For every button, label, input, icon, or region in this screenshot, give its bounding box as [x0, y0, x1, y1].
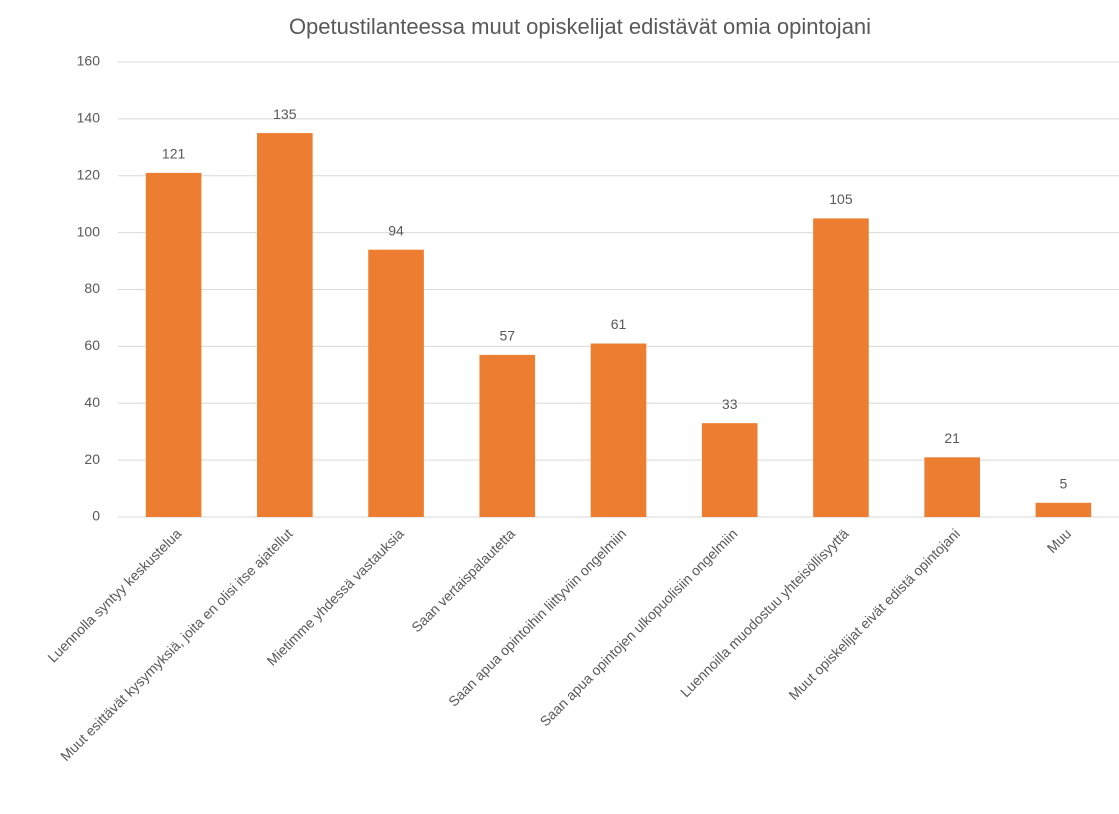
x-tick-label: Muu: [1044, 525, 1075, 556]
data-label: 135: [273, 106, 297, 122]
bar: [1035, 502, 1092, 517]
chart-title: Opetustilanteessa muut opiskelijat edist…: [289, 14, 871, 39]
data-label: 57: [499, 328, 515, 344]
y-tick-label: 100: [77, 223, 101, 239]
x-tick-label: Muut opiskelijat eivät edistä opintojani: [785, 525, 963, 703]
y-tick-label: 80: [84, 280, 100, 296]
y-tick-label: 60: [84, 337, 100, 353]
bar: [813, 218, 869, 517]
data-label: 105: [829, 191, 853, 207]
data-label: 33: [722, 396, 738, 412]
y-tick-label: 40: [84, 394, 100, 410]
data-label: 94: [388, 222, 404, 238]
data-label: 5: [1059, 475, 1067, 491]
x-tick-label: Saan apua opintojen ulkopuolisiin ongelm…: [537, 525, 741, 729]
bar: [924, 457, 980, 517]
bar: [368, 249, 424, 517]
data-label: 121: [162, 146, 186, 162]
x-tick-label: Luennolla syntyy keskustelua: [44, 525, 184, 665]
bar: [590, 343, 647, 517]
y-tick-label: 160: [77, 53, 101, 69]
x-tick-label: Muut esittävät kysymyksiä, joita en olis…: [57, 525, 296, 764]
y-tick-label: 0: [92, 508, 100, 524]
data-label: 21: [944, 430, 960, 446]
bar: [479, 354, 536, 517]
y-tick-label: 120: [77, 166, 101, 182]
bar: [257, 133, 313, 517]
bar: [145, 172, 202, 517]
data-label: 61: [611, 316, 627, 332]
bar: [701, 423, 758, 517]
y-tick-label: 140: [77, 110, 101, 126]
x-tick-label: Saan apua opintoihin liittyviin ongelmii…: [445, 525, 629, 709]
x-tick-label: Saan vertaispalautetta: [408, 525, 518, 635]
y-tick-label: 20: [84, 451, 100, 467]
